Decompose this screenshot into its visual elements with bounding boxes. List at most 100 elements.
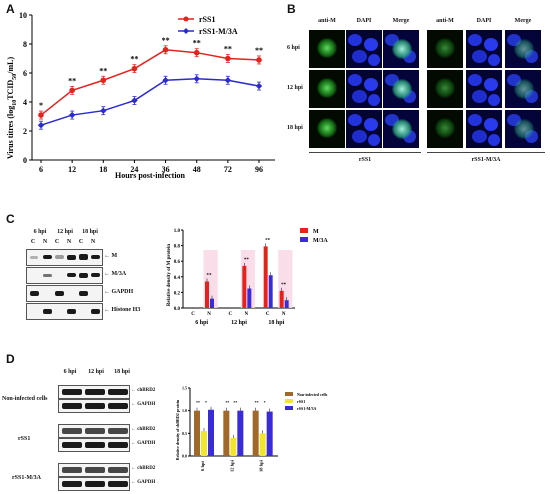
chart-c-fraction-label: C (191, 312, 195, 317)
svg-text:Non-infected cells: Non-infected cells (297, 392, 328, 397)
chart-a-point-rss1-m3a (224, 77, 232, 84)
chart-a-point-rss1-m3a (131, 97, 138, 104)
b-cell-merge (505, 110, 541, 148)
c-fraction-label: C (54, 239, 60, 245)
chart-c-group-label: 12 hpi (231, 320, 247, 326)
chart-a-point-rss1-m3a (37, 122, 45, 129)
d-row-rss1: rSS1 (18, 436, 31, 442)
blot-histone-h3 (26, 303, 103, 320)
b-cell-anti-m (309, 70, 345, 108)
c-fraction-label: C (78, 239, 84, 245)
chart-a-point-rss1-m3a (162, 77, 169, 84)
chart-a-xtick-label: 36 (162, 165, 170, 174)
chart-a-point-rss1 (131, 65, 138, 72)
b-cell-anti-m (427, 70, 463, 108)
chart-d-bar (259, 433, 266, 456)
chart-c-significance: ** (281, 283, 287, 288)
chart-d-group-label: 6 hpi (200, 460, 205, 470)
blot-gapdh (58, 477, 130, 491)
panel-b-microscopy: anti-M DAPI Merge anti-M DAPI Merge (287, 0, 550, 205)
chart-a-ytick-label: 0 (23, 156, 27, 165)
panel-label-a: A (6, 2, 15, 16)
chart-a-xtick-label: 18 (99, 165, 107, 174)
chart-c-ytick-label: 0.6 (174, 260, 181, 265)
b-cell-dapi (466, 30, 502, 68)
chart-a-point-rss1 (38, 112, 44, 118)
chart-d-ylabel: Relative density of chBRD2 protein (175, 399, 180, 460)
chart-c-ytick-label: 0.2 (174, 291, 181, 296)
b-cell-dapi (346, 70, 382, 108)
blot-gapdh (58, 438, 130, 452)
c-fraction-label: N (66, 239, 72, 245)
chart-a-xtick-label: 72 (224, 165, 232, 174)
chart-d-bar (237, 410, 244, 456)
chart-a-significance: ** (224, 45, 232, 54)
chart-a-point-rss1 (162, 47, 169, 53)
chart-a-xtick-label: 12 (68, 165, 76, 174)
chart-c-legend: M M/3A (300, 228, 328, 244)
svg-text:M: M (313, 229, 319, 235)
chart-a-significance: ** (130, 55, 138, 64)
chart-a-point-rss1 (256, 57, 262, 63)
blot-label-m3a: ← M/3A (104, 271, 127, 277)
c-time-12: 12 hpi (57, 229, 73, 235)
chart-d-bar (252, 410, 259, 456)
chart-a-point-rss1-m3a (68, 111, 76, 119)
b-cell-merge (383, 30, 419, 68)
d-blot-label: ← chBRD2 (131, 466, 156, 471)
chart-a-line-1 (40, 78, 260, 126)
chart-c-bar (268, 275, 273, 308)
chart-c-ytick-label: 0.8 (174, 245, 181, 250)
blot-chbrd2 (58, 385, 130, 399)
chart-d-significance: ** (233, 400, 237, 405)
blot-label-m: ← M (104, 253, 118, 259)
chart-d-ytick-label: 1.0 (182, 408, 187, 413)
d-blot-label: ← GAPDH (131, 480, 156, 485)
chart-a-significance: ** (99, 66, 107, 75)
chart-d-bar (223, 410, 230, 456)
blot-chbrd2 (58, 463, 130, 477)
chart-d-chbrd2: 0.00.51.01.56 hpi** *12 hpi** **18 hpi** * … (175, 386, 328, 472)
chart-a-ytick-label: 8 (23, 40, 27, 49)
chart-a-xtick-label: 96 (255, 165, 263, 174)
group-label-rss1-m3a: rSS1-M/3A (471, 157, 501, 163)
b-cell-dapi (346, 110, 382, 148)
chart-a-line-0 (40, 49, 260, 116)
panel-label-c: C (6, 212, 15, 226)
d-blot-label: ← GAPDH (131, 402, 156, 407)
b-col-label: Merge (392, 18, 410, 24)
b-cell-anti-m (309, 110, 345, 148)
chart-d-bar (230, 437, 237, 456)
chart-c-bar (284, 300, 289, 308)
blot-gapdh (58, 399, 130, 413)
b-cell-anti-m (427, 30, 463, 68)
chart-d-significance: ** (255, 400, 259, 405)
chart-c-group-label: 18 hpi (268, 320, 284, 326)
blot-label-gapdh: ← GAPDH (104, 289, 134, 295)
chart-a-ytick-label: 6 (23, 69, 27, 78)
chart-a-significance: ** (68, 76, 76, 85)
b-col-label: DAPI (356, 18, 372, 24)
blot-m3a (26, 267, 103, 284)
chart-a-ylabel-part: 10 (12, 100, 18, 106)
chart-a-significance: ** (255, 46, 263, 55)
d-time-18: 18 hpi (114, 369, 130, 375)
chart-c-bar (205, 281, 209, 308)
c-fraction-label: C (30, 239, 36, 245)
chart-d-ytick-label: 1.5 (182, 386, 187, 391)
chart-d-significance: ** (196, 400, 200, 405)
blot-m (26, 249, 103, 266)
chart-a-ylabel: Virus titres (log10TCID50/mL) (6, 57, 18, 160)
chart-a-ytick-label: 10 (19, 11, 27, 20)
chart-c-significance: ** (207, 273, 213, 278)
chart-a-xtick-label: 48 (193, 165, 201, 174)
chart-c-ytick-label: 0.0 (174, 307, 181, 312)
b-col-label: Merge (514, 18, 532, 24)
chart-a-point-rss1-m3a (255, 82, 263, 90)
chart-c-ytick-label: 1.0 (174, 229, 181, 234)
chart-a-point-rss1 (193, 49, 200, 56)
b-row-label: 12 hpi (287, 85, 303, 91)
b-cell-dapi (466, 110, 502, 148)
b-col-label: DAPI (476, 18, 492, 24)
